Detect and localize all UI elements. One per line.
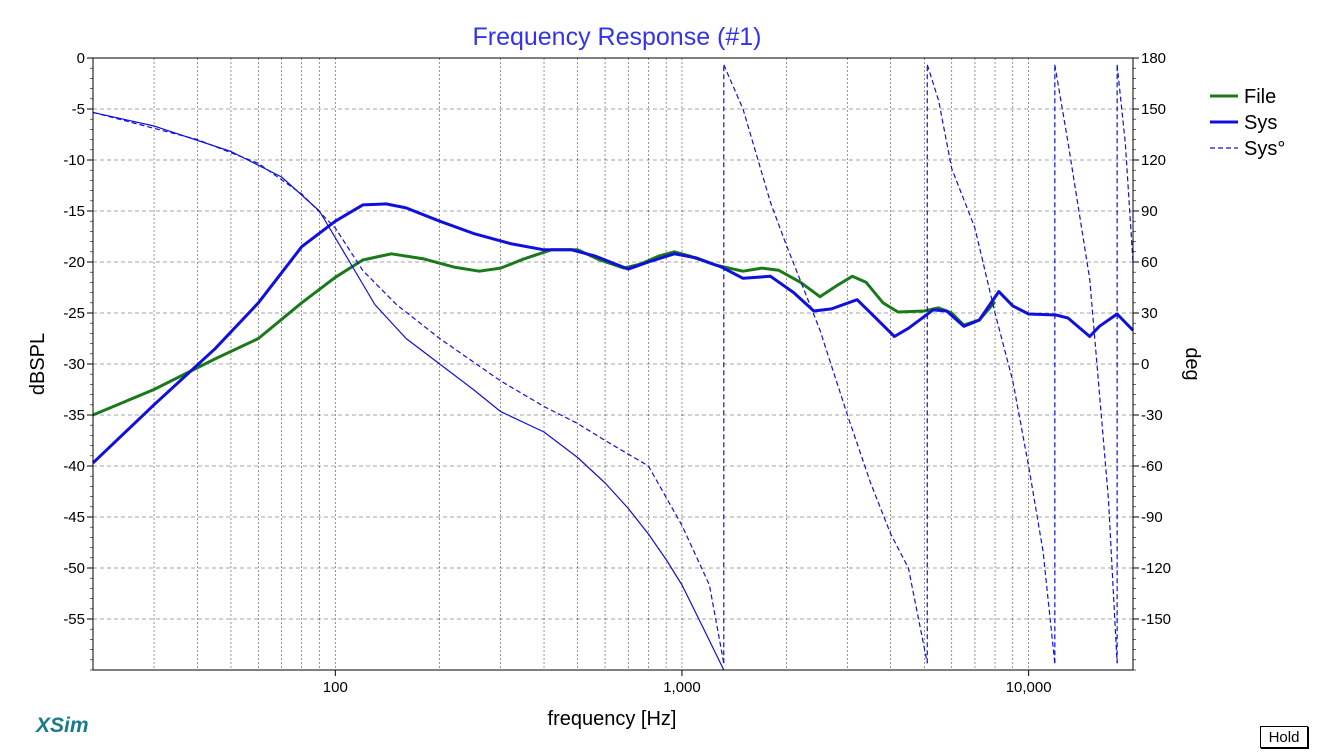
y2-tick-label: -30 <box>1141 407 1163 424</box>
series-2-segment-4 <box>1117 65 1133 262</box>
y2-tick-label: -60 <box>1141 458 1163 475</box>
y-tick-label: -15 <box>63 203 85 220</box>
x-tick-label: 1,000 <box>663 679 701 696</box>
series-2-segment-0 <box>93 112 724 663</box>
y-tick-label: -30 <box>63 356 85 373</box>
y-tick-label: -55 <box>63 611 85 628</box>
y-tick-label: -20 <box>63 254 85 271</box>
y-tick-label: -35 <box>63 407 85 424</box>
y-tick-label: -10 <box>63 152 85 169</box>
xsim-logo: XSim <box>36 714 89 738</box>
hold-button[interactable]: Hold <box>1260 726 1308 748</box>
y-tick-label: -50 <box>63 560 85 577</box>
y2-tick-label: 180 <box>1141 50 1166 67</box>
legend: File Sys Sys° <box>1210 86 1285 160</box>
series-1-line <box>93 204 1133 463</box>
series-layer <box>93 65 1133 670</box>
y2-axis-label: deg <box>1181 347 1203 380</box>
y2-tick-label: 150 <box>1141 101 1166 118</box>
y2-tick-label: 60 <box>1141 254 1158 271</box>
legend-label: Sys <box>1244 112 1277 134</box>
series-2-segment-3 <box>1055 65 1117 663</box>
x-tick-label: 100 <box>323 679 348 696</box>
y2-tick-label: 120 <box>1141 152 1166 169</box>
y2-tick-label: 0 <box>1141 356 1149 373</box>
y-tick-label: -40 <box>63 458 85 475</box>
y2-tick-label: -90 <box>1141 509 1163 526</box>
y-axis-label: dBSPL <box>27 333 49 395</box>
x-tick-label: 10,000 <box>1006 679 1052 696</box>
ticks: 0 -5 -10 -15 -20 -25 -30 -35 -40 -45 -50 -55 180 150 1… <box>63 50 1171 696</box>
chart-title: Frequency Response (#1) <box>472 23 761 51</box>
y2-tick-label: 30 <box>1141 305 1158 322</box>
y-tick-label: -45 <box>63 509 85 526</box>
y-tick-label: -25 <box>63 305 85 322</box>
y-tick-label: -5 <box>72 101 85 118</box>
y2-tick-label: -120 <box>1141 560 1171 577</box>
series-3-line <box>93 112 724 670</box>
legend-label: File <box>1244 86 1276 108</box>
legend-label: Sys° <box>1244 138 1285 160</box>
y2-tick-label: -150 <box>1141 611 1171 628</box>
x-axis-label: frequency [Hz] <box>548 708 677 730</box>
y2-tick-label: 90 <box>1141 203 1158 220</box>
grid <box>93 58 1133 670</box>
y-tick-label: 0 <box>77 50 85 67</box>
